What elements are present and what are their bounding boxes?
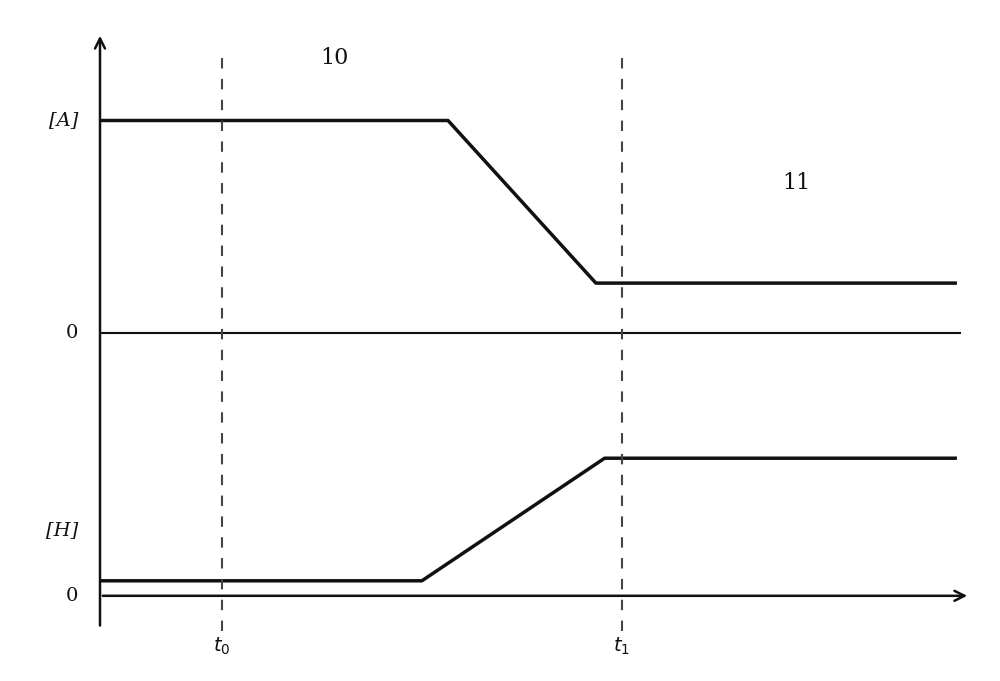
Text: $t_0$: $t_0$ (213, 636, 230, 657)
Text: 10: 10 (321, 47, 349, 69)
Text: [A]: [A] (49, 112, 78, 129)
Text: [H]: [H] (46, 521, 78, 539)
Text: 0: 0 (66, 324, 78, 342)
Text: 0: 0 (66, 587, 78, 605)
Text: $t_1$: $t_1$ (613, 636, 631, 657)
Text: 11: 11 (782, 172, 810, 194)
